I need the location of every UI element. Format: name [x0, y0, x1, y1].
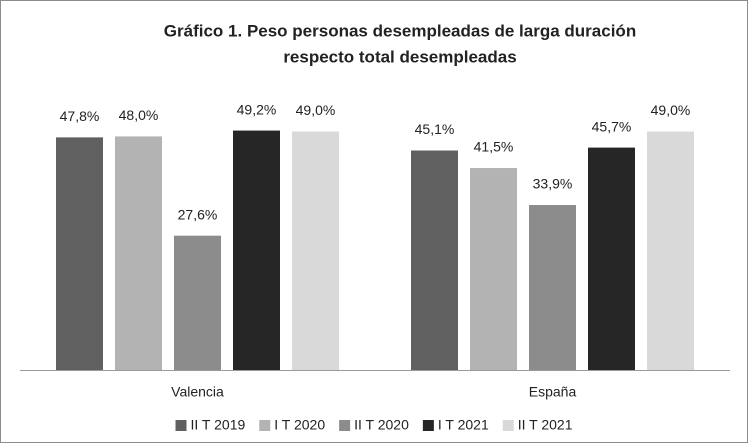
data-label: 33,9% [533, 176, 573, 192]
data-label: 41,5% [474, 139, 514, 155]
bar [115, 136, 162, 370]
legend-swatch [502, 420, 514, 431]
bar [529, 205, 576, 370]
bar [647, 131, 694, 370]
legend-swatch [259, 420, 271, 431]
chart-title: Gráfico 1. Peso personas desempleadas de… [164, 21, 636, 40]
chart-title: respecto total desempleadas [283, 47, 516, 66]
bar [292, 131, 339, 370]
data-label: 27,6% [178, 206, 218, 222]
legend-label: II T 2019 [191, 417, 246, 433]
bar [56, 137, 103, 370]
legend-swatch [175, 420, 187, 431]
legend-swatch [422, 420, 434, 431]
data-label: 45,1% [415, 121, 455, 137]
data-label: 49,0% [296, 102, 336, 118]
data-label: 49,2% [237, 101, 277, 117]
bar [233, 130, 280, 370]
legend-swatch [339, 420, 351, 431]
legend-label: I T 2020 [274, 417, 325, 433]
bar [411, 150, 458, 370]
data-label: 48,0% [119, 107, 159, 123]
data-label: 49,0% [651, 102, 691, 118]
bar [470, 168, 517, 370]
x-tick-label: España [529, 384, 577, 400]
bar [588, 147, 635, 370]
bar [174, 235, 221, 370]
legend-label: I T 2021 [438, 417, 489, 433]
x-tick-label: Valencia [171, 384, 224, 400]
legend-label: II T 2021 [518, 417, 573, 433]
legend-label: II T 2020 [354, 417, 409, 433]
data-label: 45,7% [592, 118, 632, 134]
data-label: 47,8% [60, 108, 100, 124]
